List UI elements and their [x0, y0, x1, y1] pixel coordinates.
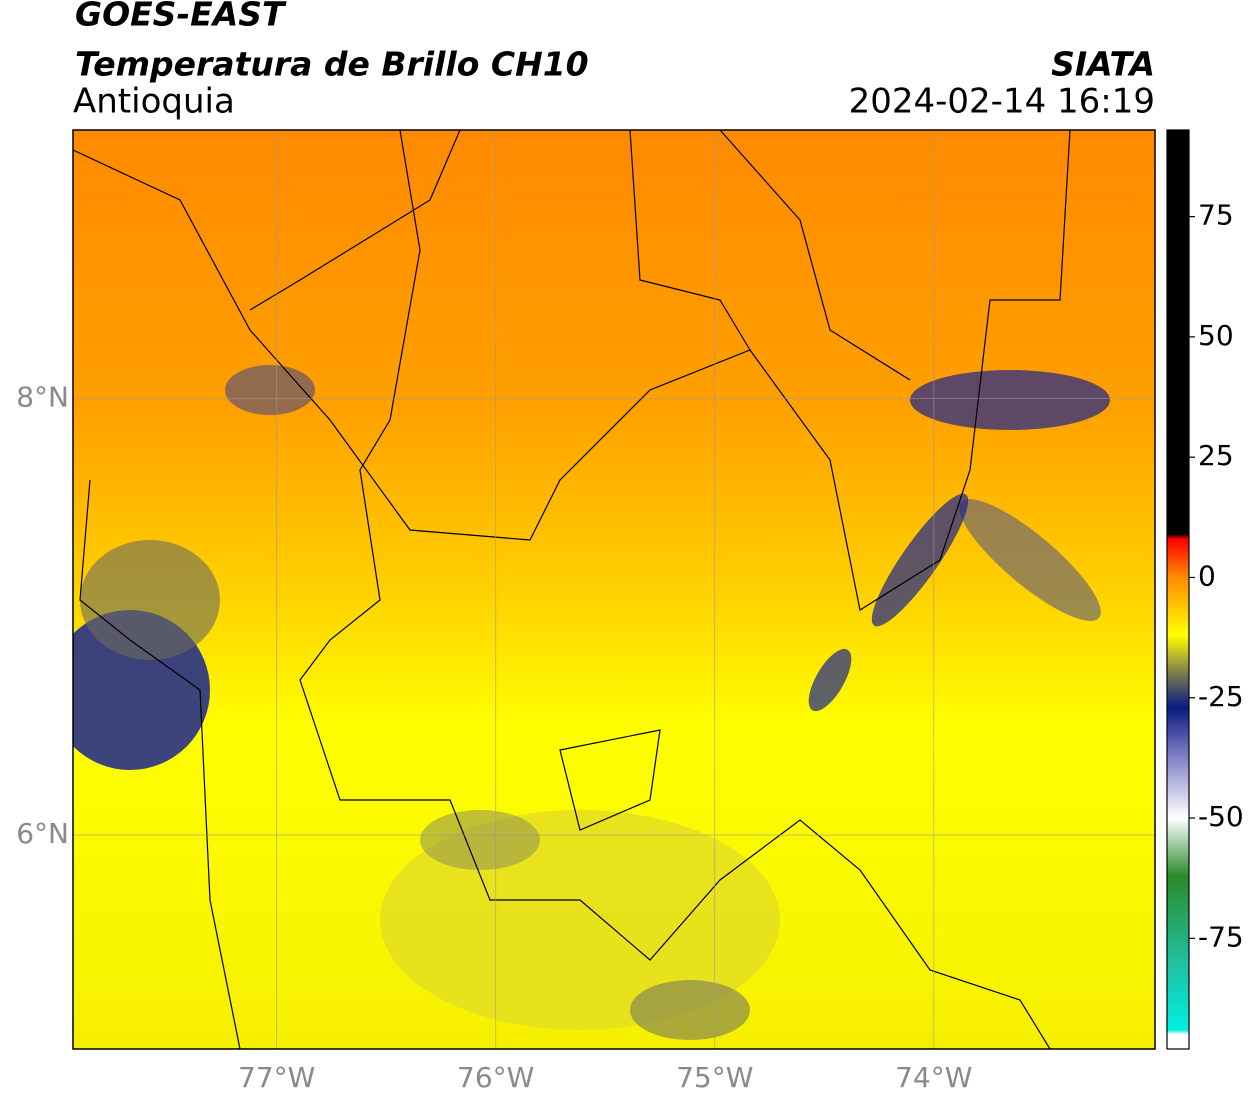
cloud [225, 365, 315, 415]
colorbar [1166, 129, 1190, 1050]
border [73, 130, 1071, 611]
x-tick-label: 77°W [238, 1061, 315, 1094]
cloud [80, 540, 220, 660]
y-tick-label: 8°N [16, 380, 69, 413]
cloud [808, 648, 852, 712]
y-tick-label: 6°N [16, 817, 69, 850]
border [79, 130, 461, 1049]
subtitle: Temperatura de Brillo CH10 [75, 45, 589, 84]
x-tick-label: 76°W [457, 1061, 534, 1094]
map-frame [72, 129, 1156, 1050]
source: SIATA [1051, 45, 1155, 84]
colorbar-tick-label: 0 [1198, 559, 1216, 592]
datetime: 2024-02-14 16:19 [849, 82, 1155, 122]
border [299, 130, 1051, 1049]
x-tick-label: 75°W [676, 1061, 753, 1094]
border [629, 130, 911, 381]
cloud [630, 980, 750, 1040]
title: GOES-EAST [75, 0, 287, 34]
colorbar-tick-label: 50 [1198, 319, 1234, 352]
colorbar-tick-label: -25 [1198, 680, 1244, 713]
colorbar-tick-label: 75 [1198, 199, 1234, 232]
region: Antioquia [73, 82, 235, 122]
colorbar-tick-label: -50 [1198, 800, 1244, 833]
grid [73, 130, 1155, 1049]
border [559, 729, 661, 831]
map-field [73, 130, 1155, 1049]
cloud [420, 810, 540, 870]
cloud [871, 493, 969, 627]
colorbar-tick-label: -75 [1198, 920, 1244, 953]
cloud [959, 499, 1101, 621]
x-tick-label: 74°W [895, 1061, 972, 1094]
colorbar-tick-label: 25 [1198, 439, 1234, 472]
cloud [910, 370, 1110, 430]
